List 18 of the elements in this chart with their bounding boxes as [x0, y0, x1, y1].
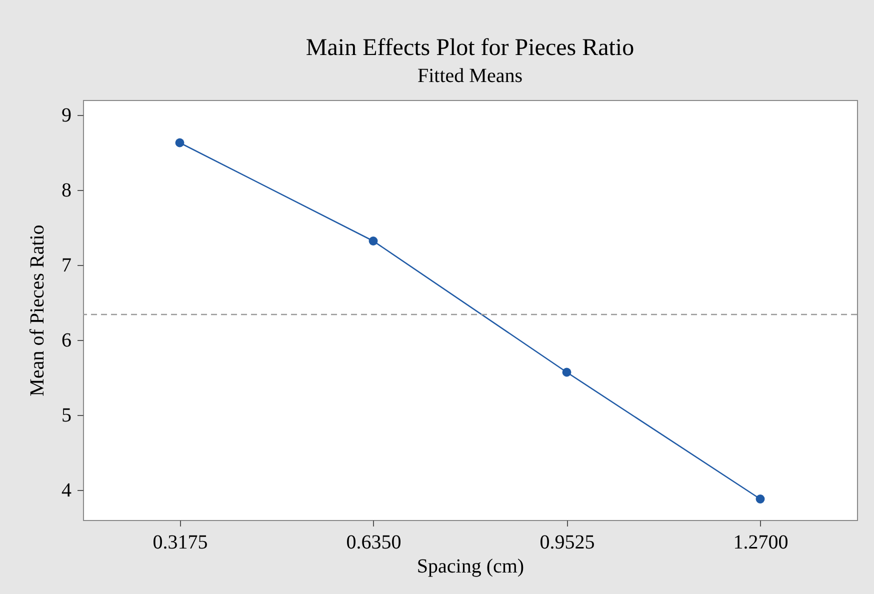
point	[368, 236, 378, 246]
point	[756, 494, 765, 504]
y-tick-label: 5	[62, 404, 72, 426]
chart-title: Main Effects Plot for Pieces Ratio	[306, 35, 634, 61]
x-tick-label: 0.9525	[540, 532, 595, 554]
y-tick-label: 8	[62, 180, 72, 202]
point	[562, 368, 572, 377]
x-tick-label: 1.2700	[733, 532, 788, 554]
chart-subtitle: Fitted Means	[418, 65, 523, 87]
y-tick-label: 4	[62, 480, 72, 502]
x-tick-label: 0.3175	[152, 532, 208, 554]
y-tick-label: 7	[62, 254, 72, 276]
y-axis-title: Mean of Pieces Ratio	[26, 224, 48, 396]
y-tick-label: 9	[62, 104, 72, 126]
y-tick-label: 6	[62, 330, 72, 352]
x-axis-title: Spacing (cm)	[416, 556, 524, 578]
x-tick-label: 0.6350	[346, 532, 402, 554]
point	[175, 138, 184, 148]
